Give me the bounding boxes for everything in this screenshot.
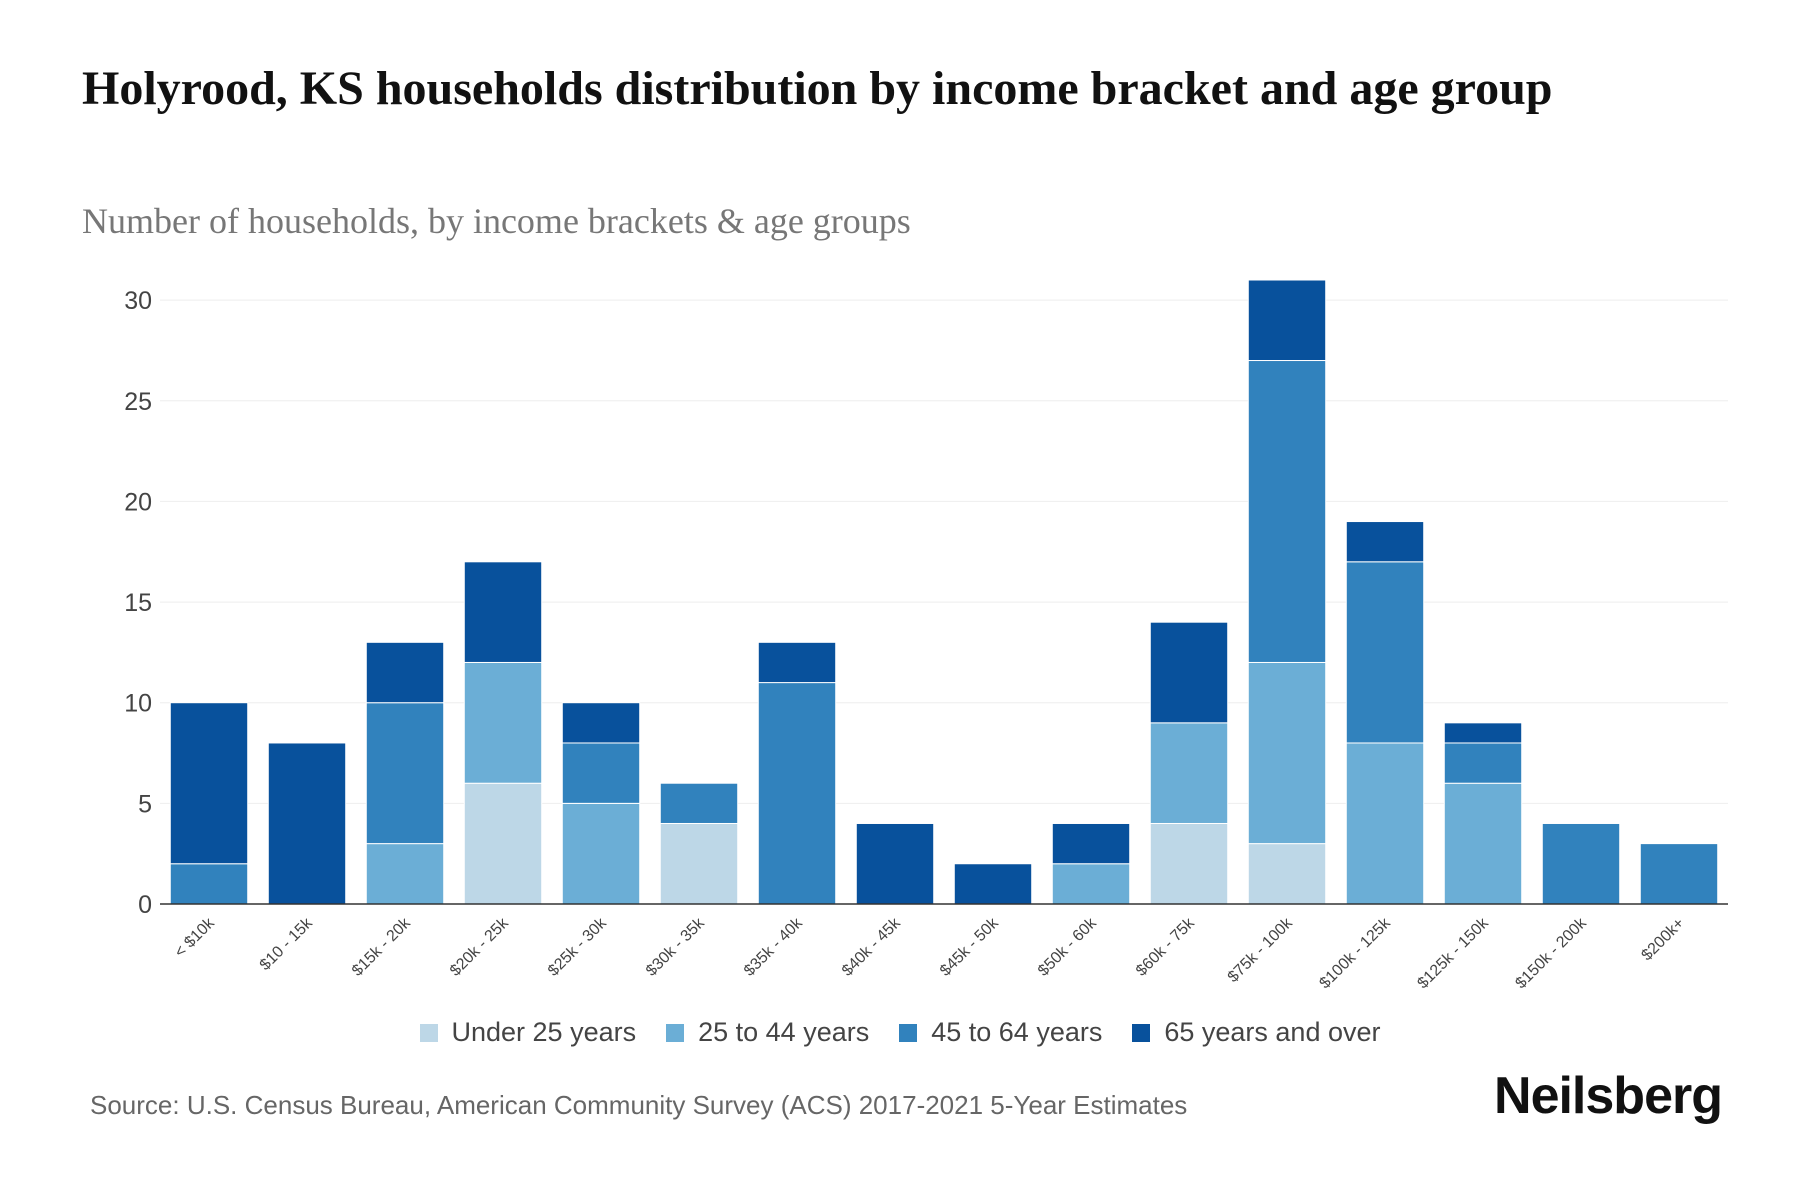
bar-group [561, 702, 641, 905]
chart-legend: Under 25 years 25 to 44 years 45 to 64 y… [0, 1017, 1800, 1048]
legend-swatch [666, 1023, 685, 1042]
bar-segment[interactable] [1051, 863, 1131, 905]
bar-segment[interactable] [1639, 843, 1719, 905]
bar-group [1247, 279, 1327, 905]
y-tick-label: 10 [124, 690, 152, 718]
x-tick-label: $60k - 75k [1133, 914, 1199, 980]
bar-segment[interactable] [365, 702, 445, 845]
bar-segment[interactable] [757, 641, 837, 684]
bar-group [1345, 521, 1425, 905]
x-tick-label: $125k - 150k [1414, 914, 1492, 992]
legend-label: 25 to 44 years [698, 1017, 870, 1047]
x-tick-label: $150k - 200k [1512, 914, 1590, 992]
x-tick-label: $35k - 40k [741, 914, 807, 980]
x-tick-label: $25k - 30k [545, 914, 611, 980]
bar-segment[interactable] [659, 782, 739, 824]
brand-logo: Neilsberg [1494, 1067, 1723, 1125]
bar-segment[interactable] [1541, 822, 1621, 905]
bar-segment[interactable] [1345, 521, 1425, 563]
bar-segment[interactable] [1247, 279, 1327, 362]
chart-title: Holyrood, KS households distribution by … [82, 62, 1553, 115]
bar-segment[interactable] [1247, 843, 1327, 905]
y-axis-ticks: 0 5 10 15 20 25 30 [124, 287, 152, 919]
legend-item-25-to-44[interactable]: 25 to 44 years [666, 1017, 869, 1048]
bar-group [1541, 822, 1621, 905]
bar-segment[interactable] [463, 661, 543, 784]
chart-subtitle: Number of households, by income brackets… [82, 201, 911, 241]
bar-segment[interactable] [1149, 621, 1229, 724]
bar-segment[interactable] [1443, 742, 1523, 784]
bar-group [953, 863, 1033, 905]
bar-segment[interactable] [561, 742, 641, 804]
legend-label: 65 years and over [1164, 1017, 1381, 1047]
x-tick-label: $75k - 100k [1225, 914, 1297, 986]
bar-segment[interactable] [953, 863, 1033, 905]
bar-group [855, 822, 935, 905]
bar-segment[interactable] [1247, 360, 1327, 663]
legend-label: Under 25 years [451, 1017, 637, 1047]
x-tick-label: $15k - 20k [349, 914, 415, 980]
bar-segment[interactable] [1247, 661, 1327, 845]
x-tick-label: < $10k [172, 914, 219, 961]
legend-swatch [1132, 1023, 1151, 1042]
bar-group [1639, 843, 1719, 905]
bar-segment[interactable] [1149, 822, 1229, 905]
bar-group [463, 561, 543, 905]
y-tick-label: 30 [124, 287, 152, 315]
x-tick-label: $200k+ [1638, 915, 1687, 964]
y-tick-label: 0 [138, 891, 152, 919]
y-tick-label: 20 [124, 488, 152, 516]
bar-group [1443, 722, 1523, 905]
bar-segment[interactable] [561, 702, 641, 744]
x-tick-label: $20k - 25k [447, 914, 513, 980]
legend-item-under-25[interactable]: Under 25 years [419, 1017, 637, 1048]
y-tick-label: 15 [124, 589, 152, 617]
x-tick-label: $10 - 15k [257, 914, 317, 974]
x-tick-label: $30k - 35k [643, 914, 709, 980]
bar-segment[interactable] [169, 702, 249, 865]
bar-segment[interactable] [463, 782, 543, 905]
bar-group [365, 641, 445, 905]
bar-group [659, 782, 739, 905]
bar-segment[interactable] [365, 641, 445, 704]
bar-segment[interactable] [1443, 722, 1523, 744]
bar-segment[interactable] [757, 682, 837, 905]
x-tick-label: $40k - 45k [839, 914, 905, 980]
x-tick-label: $100k - 125k [1316, 914, 1394, 992]
bar-segment[interactable] [1149, 722, 1229, 824]
bar-group [757, 641, 837, 905]
bar-group [1149, 621, 1229, 905]
bar-group [169, 702, 249, 905]
bar-segment[interactable] [659, 822, 739, 905]
legend-swatch [419, 1023, 438, 1042]
x-axis-ticks: < $10k $10 - 15k $15k - 20k $20k - 25k $25k … [172, 914, 1688, 992]
bar-group [267, 742, 347, 905]
legend-label: 45 to 64 years [931, 1017, 1103, 1047]
bar-segment[interactable] [1051, 822, 1131, 865]
x-tick-label: $50k - 60k [1035, 914, 1101, 980]
bar-segment[interactable] [365, 843, 445, 905]
bar-segment[interactable] [1345, 561, 1425, 744]
bar-segment[interactable] [855, 822, 935, 905]
legend-item-65-and-over[interactable]: 65 years and over [1132, 1017, 1381, 1048]
bars [169, 279, 1719, 905]
bar-segment[interactable] [1345, 742, 1425, 905]
x-tick-label: $45k - 50k [937, 914, 1003, 980]
bar-segment[interactable] [561, 802, 641, 905]
bar-segment[interactable] [267, 742, 347, 905]
bar-segment[interactable] [169, 863, 249, 905]
y-tick-label: 5 [138, 790, 152, 818]
bar-segment[interactable] [463, 561, 543, 663]
bar-group [1051, 822, 1131, 905]
legend-swatch [899, 1023, 918, 1042]
source-note: Source: U.S. Census Bureau, American Com… [90, 1090, 1188, 1120]
legend-item-45-to-64[interactable]: 45 to 64 years [899, 1017, 1102, 1048]
y-tick-label: 25 [124, 388, 152, 416]
bar-segment[interactable] [1443, 782, 1523, 905]
